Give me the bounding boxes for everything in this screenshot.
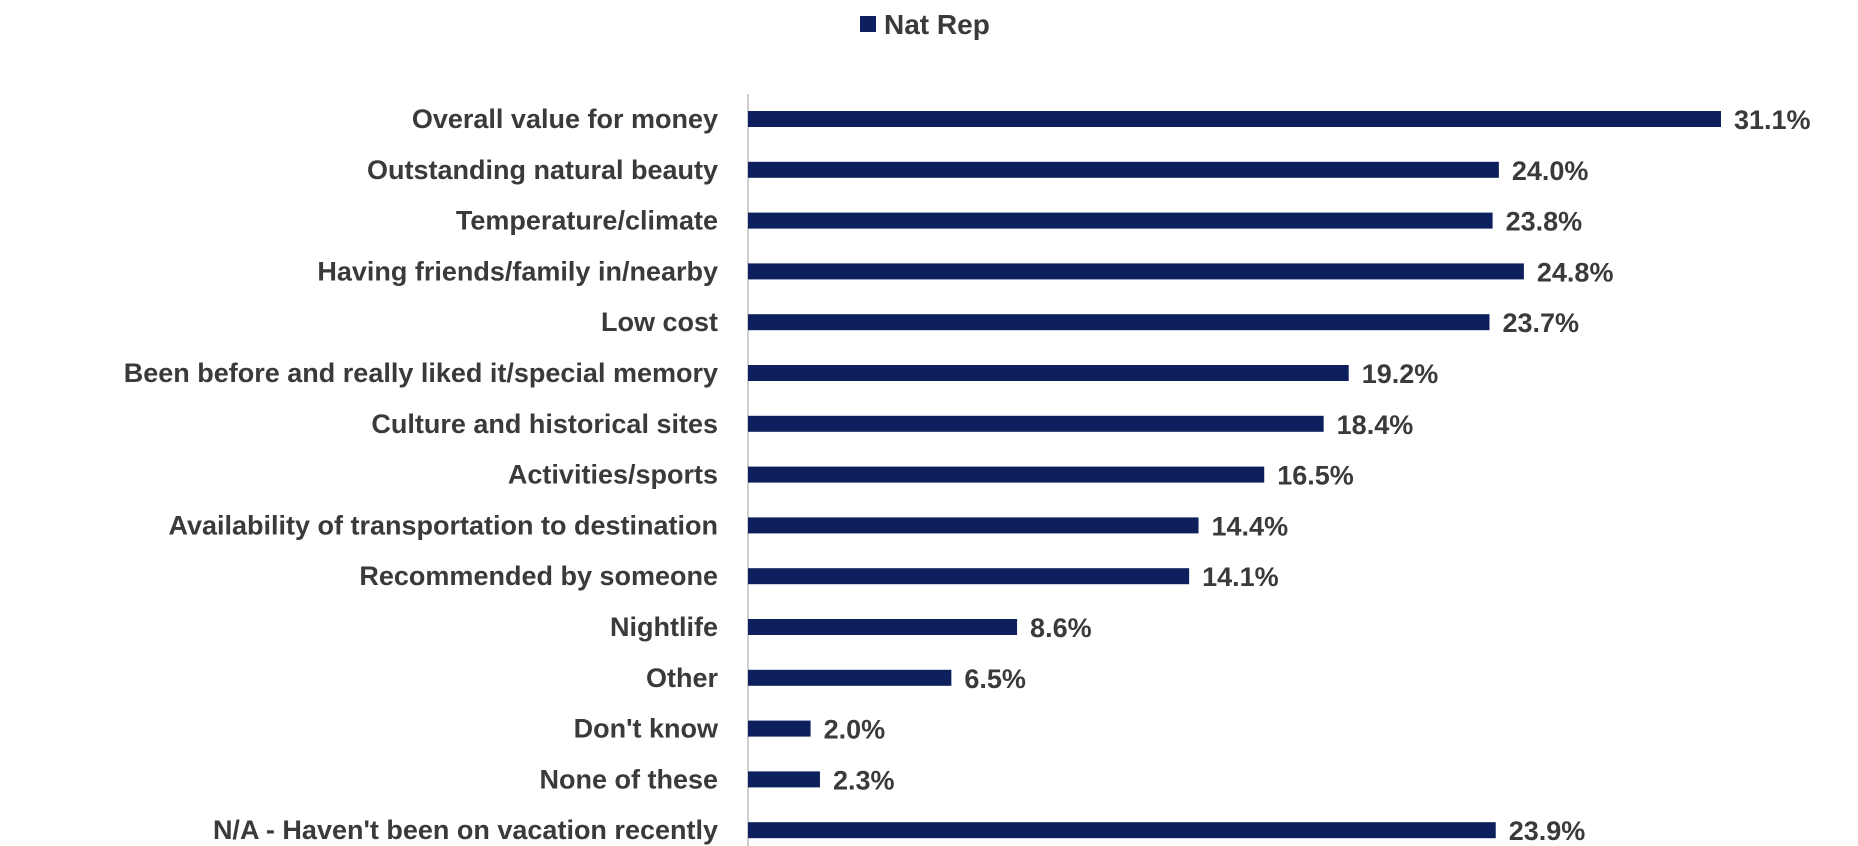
bar bbox=[748, 619, 1017, 635]
bar bbox=[748, 568, 1189, 584]
category-label: Availability of transportation to destin… bbox=[168, 510, 718, 540]
category-label: N/A - Haven't been on vacation recently bbox=[213, 815, 718, 845]
data-label: 23.9% bbox=[1509, 816, 1586, 846]
bar bbox=[748, 111, 1721, 127]
bar bbox=[748, 365, 1349, 381]
category-label: Other bbox=[646, 663, 719, 693]
bar bbox=[748, 670, 951, 686]
category-label: None of these bbox=[539, 764, 718, 794]
category-label: Outstanding natural beauty bbox=[367, 155, 718, 185]
data-label: 16.5% bbox=[1277, 461, 1354, 491]
category-label: Temperature/climate bbox=[456, 206, 718, 236]
legend: Nat Rep bbox=[860, 9, 990, 40]
bar bbox=[748, 263, 1524, 279]
bar bbox=[748, 467, 1264, 483]
category-label: Nightlife bbox=[610, 612, 718, 642]
data-label: 24.0% bbox=[1512, 156, 1589, 186]
category-label: Activities/sports bbox=[508, 460, 718, 490]
category-labels: Overall value for money Outstanding natur… bbox=[124, 104, 719, 845]
bar bbox=[748, 416, 1324, 432]
data-label: 31.1% bbox=[1734, 105, 1811, 135]
data-label: 8.6% bbox=[1030, 613, 1092, 643]
data-label: 2.0% bbox=[824, 715, 886, 745]
data-label: 6.5% bbox=[964, 664, 1026, 694]
category-label: Been before and really liked it/special … bbox=[124, 358, 718, 388]
data-label: 18.4% bbox=[1337, 410, 1414, 440]
data-label: 19.2% bbox=[1362, 359, 1439, 389]
legend-label: Nat Rep bbox=[884, 9, 990, 40]
data-label: 2.3% bbox=[833, 765, 895, 795]
data-label: 23.7% bbox=[1502, 308, 1579, 338]
category-label: Low cost bbox=[601, 307, 718, 337]
category-label: Culture and historical sites bbox=[371, 409, 718, 439]
data-label: 24.8% bbox=[1537, 257, 1614, 287]
bar bbox=[748, 213, 1493, 229]
legend-swatch bbox=[860, 16, 876, 32]
category-label: Having friends/family in/nearby bbox=[317, 256, 718, 286]
data-label: 14.1% bbox=[1202, 562, 1279, 592]
bar bbox=[748, 314, 1489, 330]
category-label: Don't know bbox=[574, 714, 719, 744]
bar bbox=[748, 162, 1499, 178]
bar bbox=[748, 517, 1199, 533]
bar bbox=[748, 822, 1496, 838]
data-label: 23.8% bbox=[1506, 207, 1583, 237]
bar bbox=[748, 771, 820, 787]
data-label: 14.4% bbox=[1212, 511, 1289, 541]
bar bbox=[748, 721, 811, 737]
category-label: Recommended by someone bbox=[359, 561, 718, 591]
category-label: Overall value for money bbox=[412, 104, 718, 134]
